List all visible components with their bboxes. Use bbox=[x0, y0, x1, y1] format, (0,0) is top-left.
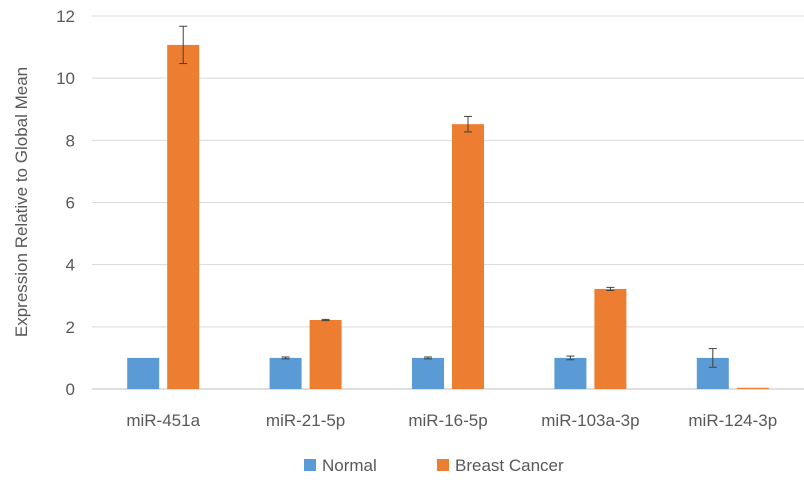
legend: Normal Breast Cancer bbox=[304, 456, 564, 475]
bar-breast-cancer bbox=[452, 124, 484, 390]
bar-breast-cancer bbox=[594, 288, 627, 389]
y-tick-label: 6 bbox=[66, 194, 75, 213]
error-bars bbox=[179, 25, 717, 368]
y-tick-label: 2 bbox=[66, 318, 75, 337]
bars bbox=[127, 44, 769, 390]
y-tick-label: 12 bbox=[56, 7, 75, 26]
legend-swatch-normal bbox=[304, 459, 316, 471]
y-tick-label: 4 bbox=[66, 256, 75, 275]
y-tick-label: 10 bbox=[56, 69, 75, 88]
x-tick-label: miR-21-5p bbox=[266, 411, 345, 430]
x-tick-label: miR-103a-3p bbox=[541, 411, 639, 430]
bar-normal bbox=[412, 357, 444, 389]
y-axis-title: Expression Relative to Global Mean bbox=[12, 67, 31, 337]
x-tick-label: miR-124-3p bbox=[688, 411, 777, 430]
x-tick-label: miR-16-5p bbox=[408, 411, 487, 430]
y-tick-label: 0 bbox=[66, 380, 75, 399]
y-tick-labels: 0 2 4 6 8 10 12 bbox=[56, 7, 75, 399]
bar-normal bbox=[269, 357, 302, 389]
bar-breast-cancer bbox=[167, 44, 200, 389]
y-tick-label: 8 bbox=[66, 131, 75, 150]
legend-label-normal: Normal bbox=[322, 456, 377, 475]
bar-normal bbox=[554, 357, 587, 389]
legend-swatch-breast-cancer bbox=[437, 459, 449, 471]
bar-normal bbox=[127, 357, 160, 389]
legend-label-breast-cancer: Breast Cancer bbox=[455, 456, 564, 475]
bar-breast-cancer bbox=[309, 319, 342, 389]
x-tick-label: miR-451a bbox=[126, 411, 200, 430]
bar-breast-cancer bbox=[736, 387, 769, 389]
x-tick-labels: miR-451a miR-21-5p miR-16-5p miR-103a-3p miR… bbox=[126, 411, 777, 430]
grid bbox=[92, 15, 804, 390]
